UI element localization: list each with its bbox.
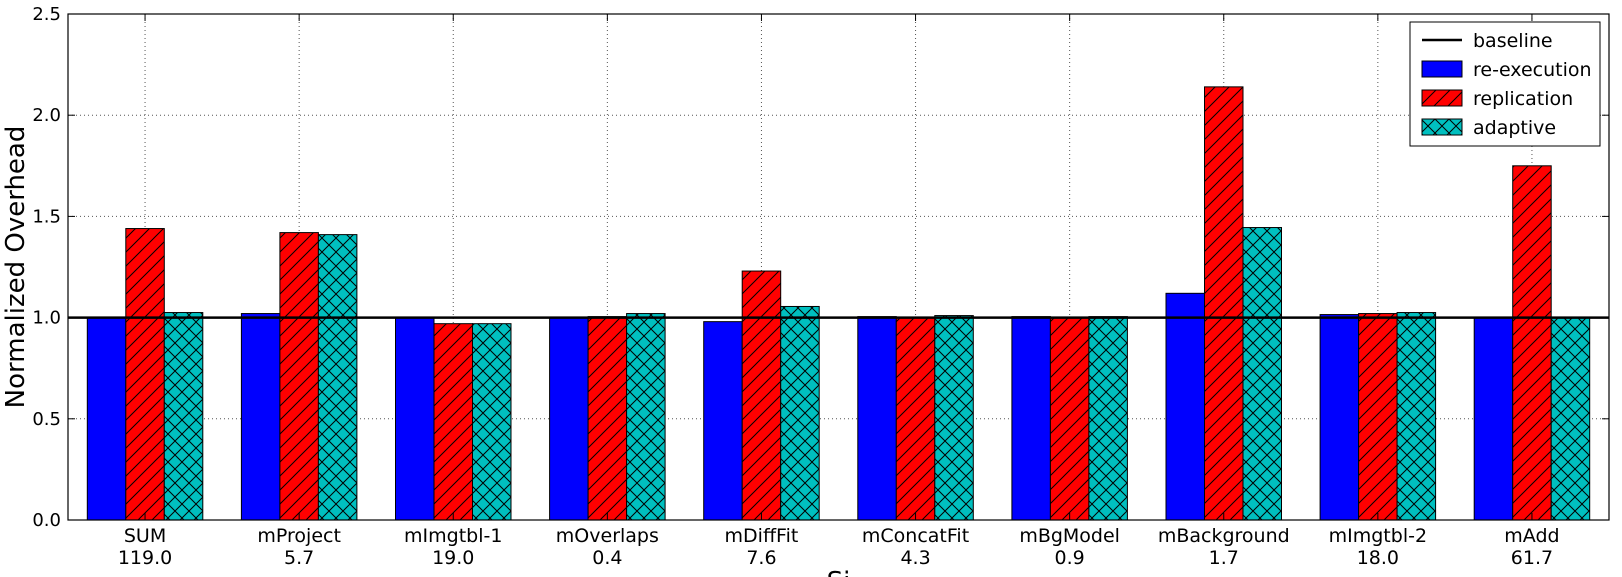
legend: baseline re-execution replication adaptive [1409, 21, 1601, 147]
x-tick-label: mImgtbl-1 [404, 525, 502, 547]
legend-label: re-execution [1473, 59, 1592, 81]
x-tick-sublabel: 119.0 [118, 547, 172, 569]
bar-hatch [279, 232, 319, 521]
x-tick-label: mImgtbl-2 [1329, 525, 1427, 547]
bar-hatch [742, 271, 781, 520]
bar-hatch [318, 234, 357, 520]
bar-re-execution [1165, 292, 1205, 521]
x-tick-label: SUM [124, 525, 166, 547]
bar-re-execution [549, 317, 589, 521]
bar-re-execution [1011, 316, 1051, 521]
bar-re-execution [86, 317, 127, 521]
x-tick-sublabel: 4.3 [900, 547, 930, 569]
bar-hatch [472, 323, 511, 520]
x-tick-sublabel: 1.7 [1209, 547, 1239, 569]
legend-label: replication [1473, 88, 1573, 110]
bar-re-execution [240, 313, 281, 521]
y-tick-label: 2.0 [32, 105, 61, 126]
bar-hatch [588, 316, 627, 520]
bar-hatch [1512, 165, 1552, 521]
bar-re-execution [1319, 314, 1360, 521]
bar-hatch [1088, 316, 1128, 520]
x-tick-label: mOverlaps [556, 525, 659, 547]
bar-hatch [164, 312, 203, 520]
bar-re-execution [857, 316, 897, 521]
bar-hatch [434, 323, 473, 520]
x-tick-sublabel: 19.0 [432, 547, 474, 569]
bar-hatch [896, 317, 935, 520]
y-tick-label: 0.5 [32, 409, 61, 430]
x-tick-sublabel: 18.0 [1357, 547, 1399, 569]
x-tick-label: mAdd [1504, 525, 1559, 547]
bar-re-execution [395, 317, 435, 521]
bar-hatch [934, 315, 974, 520]
legend-label: adaptive [1473, 117, 1556, 139]
bar-hatch [626, 313, 666, 520]
bar-hatch [1243, 227, 1282, 521]
legend-swatch-re-execution [1421, 60, 1463, 78]
y-tick-label: 1.5 [32, 206, 61, 227]
y-tick-label: 1.0 [32, 308, 61, 329]
bar-hatch [1204, 86, 1243, 520]
x-tick-label: mProject [257, 525, 341, 547]
bar-hatch [1397, 312, 1436, 520]
bars [86, 86, 1591, 521]
x-tick-sublabel: 0.4 [592, 547, 622, 569]
bar-hatch [780, 306, 820, 520]
x-tick-sublabel: 7.6 [746, 547, 776, 569]
x-tick-sublabel: 0.9 [1055, 547, 1085, 569]
bar-hatch [1551, 317, 1590, 520]
x-axis-title: Si [827, 567, 851, 577]
y-tick-label: 0.0 [32, 510, 61, 531]
bar-re-execution [1473, 317, 1514, 521]
legend-swatch-hatch [1422, 90, 1462, 106]
x-tick-label: mBackground [1158, 525, 1290, 547]
plot-frame [67, 13, 1610, 521]
x-tick-label: mConcatFit [862, 525, 969, 547]
y-tick-label: 2.5 [32, 4, 61, 25]
x-tick-sublabel: 5.7 [284, 547, 314, 569]
x-tick-sublabel: 61.7 [1511, 547, 1553, 569]
y-axis-title: Normalized Overhead [1, 126, 31, 409]
bar-re-execution [703, 321, 743, 521]
x-tick-label: mDiffFit [725, 525, 799, 547]
legend-label: baseline [1473, 30, 1553, 52]
x-tick-label: mBgModel [1019, 525, 1120, 547]
legend-swatch-hatch [1422, 119, 1462, 135]
bar-hatch [1358, 313, 1398, 520]
bar-hatch [1050, 317, 1089, 520]
bar-hatch [125, 228, 165, 520]
